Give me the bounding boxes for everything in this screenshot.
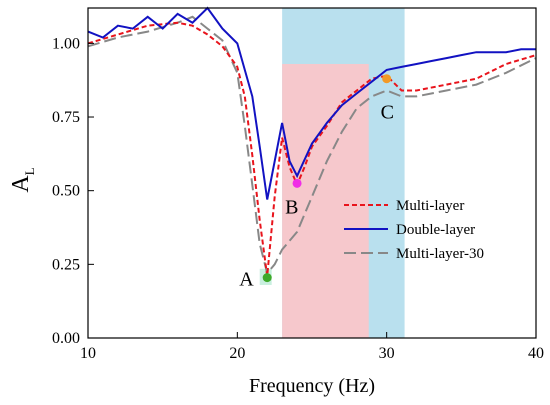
point-c: [382, 74, 392, 84]
point-label-c: C: [381, 102, 394, 124]
series-line-double-layer: [87, 6, 536, 200]
legend: Multi-layer Double-layer Multi-layer-30: [344, 198, 484, 262]
y-axis-title: AL: [8, 167, 37, 192]
legend-label: Multi-layer-30: [396, 246, 484, 262]
annotated-points: A B C: [239, 74, 394, 291]
axis-ticks: 10 20 30 40 0.00 0.25 0.50 0.75 1.00: [52, 35, 544, 362]
point-b: [292, 178, 302, 188]
x-axis-title: Frequency (Hz): [249, 375, 375, 397]
y-axis-title-main: A: [8, 175, 34, 193]
y-tick-label: 0.50: [52, 183, 80, 200]
x-tick-label: 40: [528, 345, 544, 362]
plot-frame: [87, 7, 537, 339]
point-label-a: A: [239, 269, 254, 291]
highlight-regions: [259, 8, 405, 338]
legend-label: Multi-layer: [396, 198, 464, 214]
y-tick-label: 0.25: [52, 256, 80, 273]
y-tick-label: 1.00: [52, 35, 80, 52]
series-lines: [87, 6, 537, 277]
point-a: [262, 273, 272, 283]
point-label-b: B: [285, 196, 298, 218]
y-axis-title-sub: L: [22, 167, 37, 175]
x-tick-label: 10: [80, 345, 96, 362]
y-tick-label: 0.75: [52, 109, 80, 126]
legend-label: Double-layer: [396, 222, 475, 238]
series-line-multi-layer-30: [87, 15, 537, 276]
y-tick-label: 0.00: [52, 330, 80, 347]
x-tick-label: 20: [229, 345, 245, 362]
x-tick-label: 30: [379, 345, 395, 362]
red-band-region: [282, 63, 369, 338]
